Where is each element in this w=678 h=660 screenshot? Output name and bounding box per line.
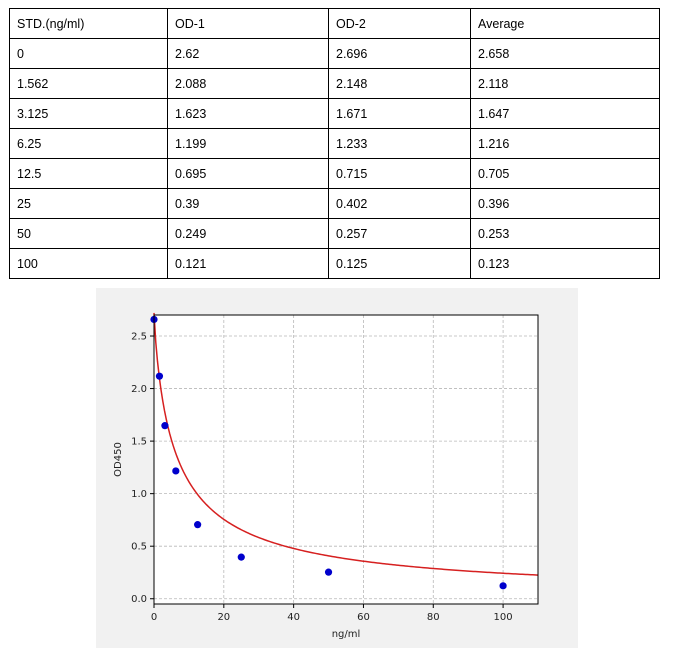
table-header-cell: STD.(ng/ml) bbox=[9, 8, 168, 39]
data-point bbox=[155, 372, 164, 380]
table-cell: 2.62 bbox=[167, 38, 329, 69]
y-tick-label: 2.0 bbox=[131, 384, 147, 395]
table-cell: 0.253 bbox=[470, 218, 660, 249]
x-tick-label: 100 bbox=[494, 612, 513, 623]
plot-area bbox=[154, 315, 538, 604]
table-row: 6.25 1.199 1.233 1.216 bbox=[9, 128, 660, 159]
table-cell: 0.121 bbox=[167, 248, 329, 279]
table-row: 100 0.121 0.125 0.123 bbox=[9, 248, 660, 279]
x-tick-label: 0 bbox=[151, 612, 157, 623]
table-cell: 0.402 bbox=[328, 188, 471, 219]
table-cell: 2.148 bbox=[328, 68, 471, 99]
x-tick-label: 40 bbox=[287, 612, 300, 623]
x-tick-label: 60 bbox=[357, 612, 370, 623]
table-cell: 12.5 bbox=[9, 158, 168, 189]
table-cell: 0.249 bbox=[167, 218, 329, 249]
plot-frame bbox=[153, 314, 539, 605]
standard-table-body: STD.(ng/ml) OD-1 OD-2 Average 0 2.62 2.696 2.65… bbox=[9, 8, 660, 279]
x-tick-label: 80 bbox=[427, 612, 440, 623]
table-row: 0 2.62 2.696 2.658 bbox=[9, 38, 660, 69]
y-axis-label: OD450 bbox=[113, 442, 124, 477]
table-row: 1.562 2.088 2.148 2.118 bbox=[9, 68, 660, 99]
y-tick-label: 0.5 bbox=[131, 542, 147, 553]
data-point bbox=[194, 521, 202, 529]
table-cell: 0.39 bbox=[167, 188, 329, 219]
table-cell: 1.623 bbox=[167, 98, 329, 129]
fit-curve-line bbox=[153, 312, 539, 576]
table-cell: 50 bbox=[9, 218, 168, 249]
table-cell: 1.233 bbox=[328, 128, 471, 159]
table-header-row: STD.(ng/ml) OD-1 OD-2 Average bbox=[9, 8, 660, 39]
table-cell: 0 bbox=[9, 38, 168, 69]
data-point bbox=[237, 553, 245, 561]
table-cell: 2.118 bbox=[470, 68, 660, 99]
table-cell: 0.257 bbox=[328, 218, 471, 249]
table-cell: 3.125 bbox=[9, 98, 168, 129]
table-cell: 1.671 bbox=[328, 98, 471, 129]
table-cell: 0.705 bbox=[470, 158, 660, 189]
y-tick-label: 0.0 bbox=[131, 594, 147, 605]
table-row: 3.125 1.623 1.671 1.647 bbox=[9, 98, 660, 129]
chart-svg: 0 20 40 60 80 100 0.0 0.5 1.0 1.5 2.0 2.5 ng/ml OD450 bbox=[113, 312, 539, 640]
table-cell: 25 bbox=[9, 188, 168, 219]
data-point bbox=[172, 467, 180, 475]
table-cell: 2.696 bbox=[328, 38, 471, 69]
table-cell: 2.658 bbox=[470, 38, 660, 69]
table-header-cell: OD-2 bbox=[328, 8, 471, 39]
y-tick-label: 1.0 bbox=[131, 489, 147, 500]
table-row: 50 0.249 0.257 0.253 bbox=[9, 218, 660, 249]
y-tick-label: 1.5 bbox=[131, 437, 147, 448]
data-point bbox=[499, 582, 507, 590]
table-cell: 0.715 bbox=[328, 158, 471, 189]
table-cell: 0.396 bbox=[470, 188, 660, 219]
table-header-cell: OD-1 bbox=[167, 8, 329, 39]
table-cell: 0.695 bbox=[167, 158, 329, 189]
table-cell: 0.125 bbox=[328, 248, 471, 279]
table-cell: 2.088 bbox=[167, 68, 329, 99]
table-cell: 1.647 bbox=[470, 98, 660, 129]
table-row: 25 0.39 0.402 0.396 bbox=[9, 188, 660, 219]
table-cell: 6.25 bbox=[9, 128, 168, 159]
table-cell: 0.123 bbox=[470, 248, 660, 279]
standard-curve-chart: 0 20 40 60 80 100 0.0 0.5 1.0 1.5 2.0 2.5 ng/ml OD450 bbox=[96, 288, 578, 648]
x-tick-label: 20 bbox=[217, 612, 230, 623]
table-header-cell: Average bbox=[470, 8, 660, 39]
x-axis-label: ng/ml bbox=[332, 629, 361, 640]
table-cell: 1.216 bbox=[470, 128, 660, 159]
table-cell: 1.199 bbox=[167, 128, 329, 159]
table-cell: 1.562 bbox=[9, 68, 168, 99]
data-point bbox=[324, 568, 333, 576]
table-row: 12.5 0.695 0.715 0.705 bbox=[9, 158, 660, 189]
y-tick-label: 2.5 bbox=[131, 332, 147, 343]
table-cell: 100 bbox=[9, 248, 168, 279]
standard-table: STD.(ng/ml) OD-1 OD-2 Average 0 2.62 2.696 2.65… bbox=[9, 8, 660, 279]
data-point bbox=[161, 422, 169, 430]
